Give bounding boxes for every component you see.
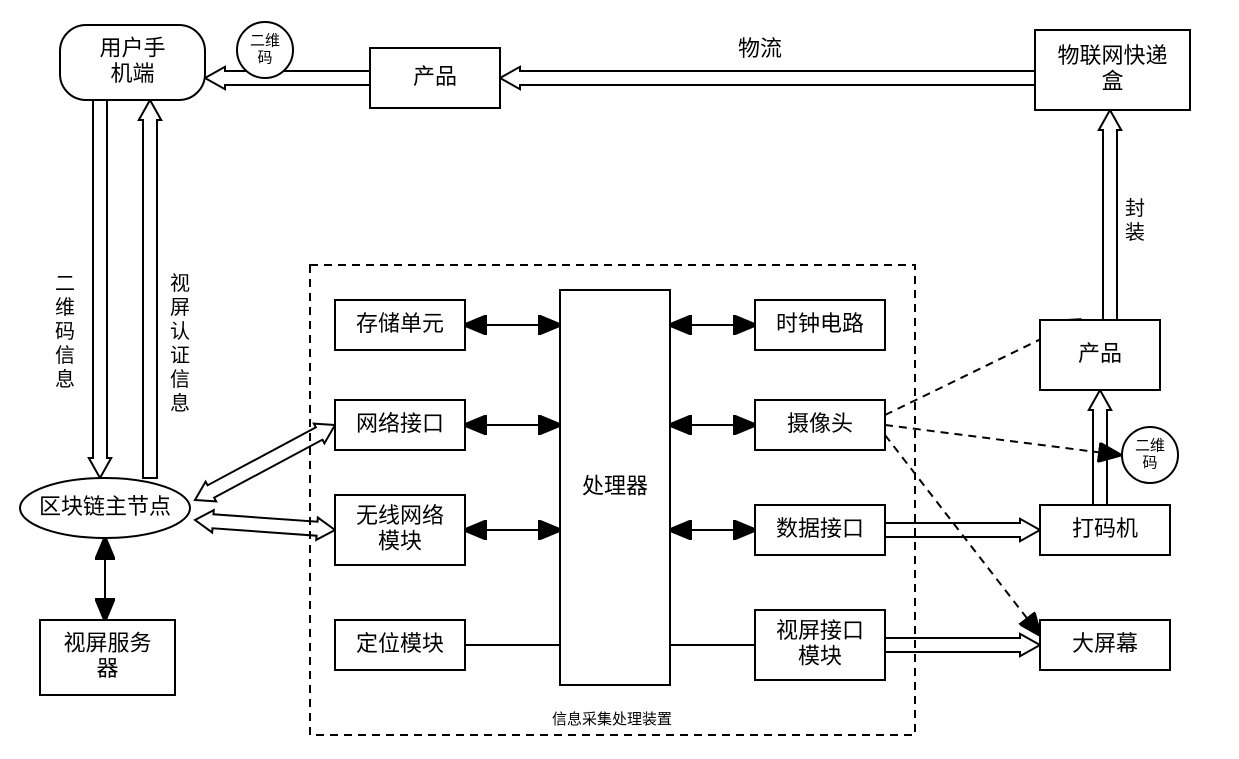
svg-text:信: 信 (55, 344, 75, 367)
svg-text:用户手: 用户手 (99, 36, 165, 61)
node-screen: 大屏幕 (1040, 620, 1170, 670)
svg-text:码: 码 (1142, 455, 1157, 472)
svg-text:息: 息 (55, 368, 75, 391)
svg-text:息: 息 (170, 392, 190, 415)
node-clock: 时钟电路 (755, 300, 885, 350)
svg-text:二维: 二维 (250, 32, 280, 49)
node-qr2: 二维码 (1122, 427, 1178, 483)
svg-text:封: 封 (1125, 197, 1145, 220)
svg-text:装: 装 (1125, 221, 1145, 244)
svg-text:维: 维 (55, 296, 75, 319)
svg-text:视屏服务: 视屏服务 (63, 631, 151, 656)
svg-text:认: 认 (170, 320, 190, 343)
node-userPhone: 用户手机端 (60, 25, 205, 100)
svg-text:机端: 机端 (110, 61, 154, 86)
svg-text:数据接口: 数据接口 (776, 516, 864, 541)
svg-text:区块链主节点: 区块链主节点 (39, 494, 171, 519)
node-iotBox: 物联网快递盒 (1035, 30, 1190, 110)
node-camera: 摄像头 (755, 400, 885, 450)
svg-text:存储单元: 存储单元 (356, 311, 444, 336)
svg-text:二维: 二维 (1135, 437, 1165, 454)
svg-text:码: 码 (257, 50, 272, 67)
svg-text:屏: 屏 (170, 297, 190, 319)
diagram-canvas: 用户手机端二维码产品物联网快递盒区块链主节点视屏服务器存储单元网络接口无线网络模… (0, 0, 1239, 759)
node-netIf: 网络接口 (335, 400, 465, 450)
node-videoServer: 视屏服务器 (40, 620, 175, 695)
svg-text:信: 信 (170, 368, 190, 391)
node-blockchain: 区块链主节点 (20, 478, 190, 538)
node-gps: 定位模块 (335, 620, 465, 670)
svg-text:模块: 模块 (378, 528, 422, 553)
svg-text:视: 视 (170, 272, 190, 295)
node-cpu: 处理器 (560, 290, 670, 685)
svg-text:产品: 产品 (1078, 341, 1122, 366)
node-dataIf: 数据接口 (755, 505, 885, 555)
svg-text:信息采集处理装置: 信息采集处理装置 (552, 711, 672, 728)
svg-text:时钟电路: 时钟电路 (776, 311, 864, 336)
svg-text:视屏接口: 视屏接口 (776, 618, 864, 643)
svg-text:盒: 盒 (1101, 68, 1123, 93)
node-qr1: 二维码 (237, 22, 293, 78)
svg-text:定位模块: 定位模块 (356, 631, 444, 656)
node-containerLabel: 信息采集处理装置 (552, 711, 672, 728)
node-printer: 打码机 (1040, 505, 1170, 555)
svg-text:物联网快递: 物联网快递 (1057, 43, 1167, 68)
node-product2: 产品 (1040, 320, 1160, 390)
svg-text:处理器: 处理器 (582, 473, 648, 498)
node-product1: 产品 (370, 48, 500, 108)
svg-text:器: 器 (96, 656, 118, 681)
svg-text:二: 二 (55, 273, 75, 295)
svg-text:码: 码 (55, 321, 75, 343)
node-wireless: 无线网络模块 (335, 495, 465, 565)
svg-text:网络接口: 网络接口 (356, 411, 444, 436)
svg-text:无线网络: 无线网络 (356, 503, 444, 528)
node-storage: 存储单元 (335, 300, 465, 350)
svg-text:证: 证 (170, 344, 190, 367)
svg-text:大屏幕: 大屏幕 (1072, 631, 1138, 656)
svg-text:物流: 物流 (738, 36, 782, 61)
node-videoIf: 视屏接口模块 (755, 610, 885, 680)
svg-text:产品: 产品 (413, 64, 457, 89)
svg-text:打码机: 打码机 (1072, 516, 1138, 541)
svg-text:模块: 模块 (798, 643, 842, 668)
svg-text:摄像头: 摄像头 (787, 411, 853, 436)
